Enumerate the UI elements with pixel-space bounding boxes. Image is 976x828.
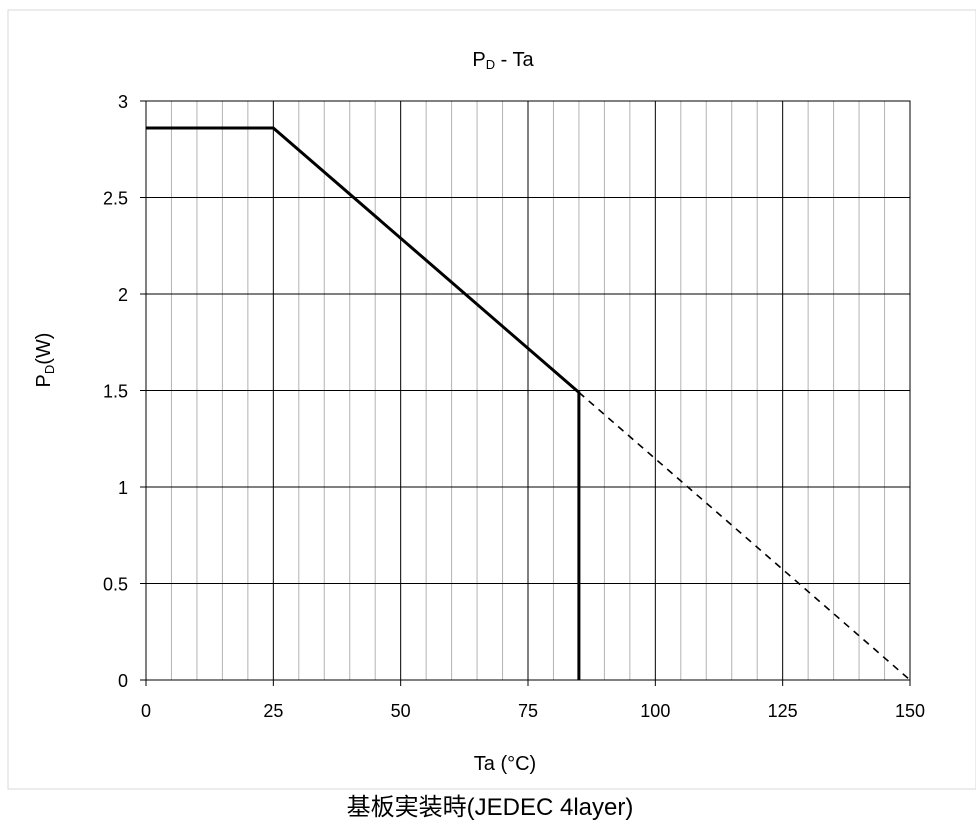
y-tick-label: 0: [118, 671, 128, 691]
y-axis-label-main: P: [33, 374, 55, 387]
y-axis-label-rest: (W): [33, 333, 55, 365]
derating-extension-dashed-line: [578, 391, 911, 681]
chart-title-rest: - Ta: [495, 49, 534, 71]
derating-curve-solid-line: [146, 126, 581, 680]
y-tick-label: 2: [118, 285, 128, 305]
grid-layer: [146, 101, 910, 680]
tick-label-layer: 0 25 50 75 100 125 150 0 0.5 1 1.5 2 2.5 3: [103, 92, 925, 721]
y-tick-label: 1.5: [103, 382, 128, 402]
y-tick-label: 3: [118, 92, 128, 112]
x-tick-label: 150: [895, 701, 925, 721]
x-tick-label: 125: [768, 701, 798, 721]
chart-title: PD - Ta: [472, 49, 534, 72]
chart-title-subscript: D: [486, 57, 495, 72]
y-tick-label: 2.5: [103, 189, 128, 209]
y-axis-label: PD(W): [33, 333, 57, 388]
x-tick-label: 25: [263, 701, 283, 721]
series-layer: [146, 126, 911, 681]
y-tick-label: 1: [118, 478, 128, 498]
x-tick-label: 75: [518, 701, 538, 721]
x-tick-label: 0: [141, 701, 151, 721]
x-tick-label: 100: [640, 701, 670, 721]
y-axis-label-subscript: D: [42, 365, 57, 374]
chart-area-border: [7, 9, 976, 790]
y-tick-label: 0.5: [103, 575, 128, 595]
chart-title-main: P: [472, 49, 485, 71]
x-axis-label: Ta (°C): [474, 753, 536, 775]
x-tick-label: 50: [391, 701, 411, 721]
axes-layer: [140, 100, 911, 686]
chart-caption: 基板実装時(JEDEC 4layer): [347, 794, 634, 821]
